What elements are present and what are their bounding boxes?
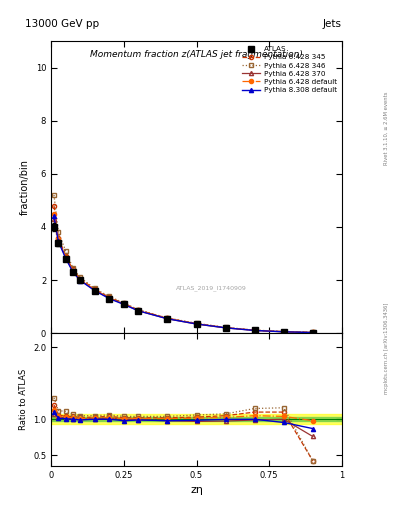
- Y-axis label: Ratio to ATLAS: Ratio to ATLAS: [18, 369, 28, 430]
- Text: 13000 GeV pp: 13000 GeV pp: [25, 19, 99, 29]
- X-axis label: zη: zη: [190, 485, 203, 495]
- Text: Jets: Jets: [323, 19, 342, 29]
- Bar: [51, 417, 342, 421]
- Text: Momentum fraction z(ATLAS jet fragmentation): Momentum fraction z(ATLAS jet fragmentat…: [90, 50, 303, 59]
- Text: ATLAS_2019_I1740909: ATLAS_2019_I1740909: [176, 285, 246, 291]
- Text: Rivet 3.1.10, ≥ 2.6M events: Rivet 3.1.10, ≥ 2.6M events: [384, 91, 389, 165]
- Legend: ATLAS, Pythia 6.428 345, Pythia 6.428 346, Pythia 6.428 370, Pythia 6.428 defaul: ATLAS, Pythia 6.428 345, Pythia 6.428 34…: [239, 43, 340, 96]
- Y-axis label: fraction/bin: fraction/bin: [20, 159, 30, 215]
- Bar: [51, 414, 342, 424]
- Text: mcplots.cern.ch [arXiv:1306.3436]: mcplots.cern.ch [arXiv:1306.3436]: [384, 303, 389, 394]
